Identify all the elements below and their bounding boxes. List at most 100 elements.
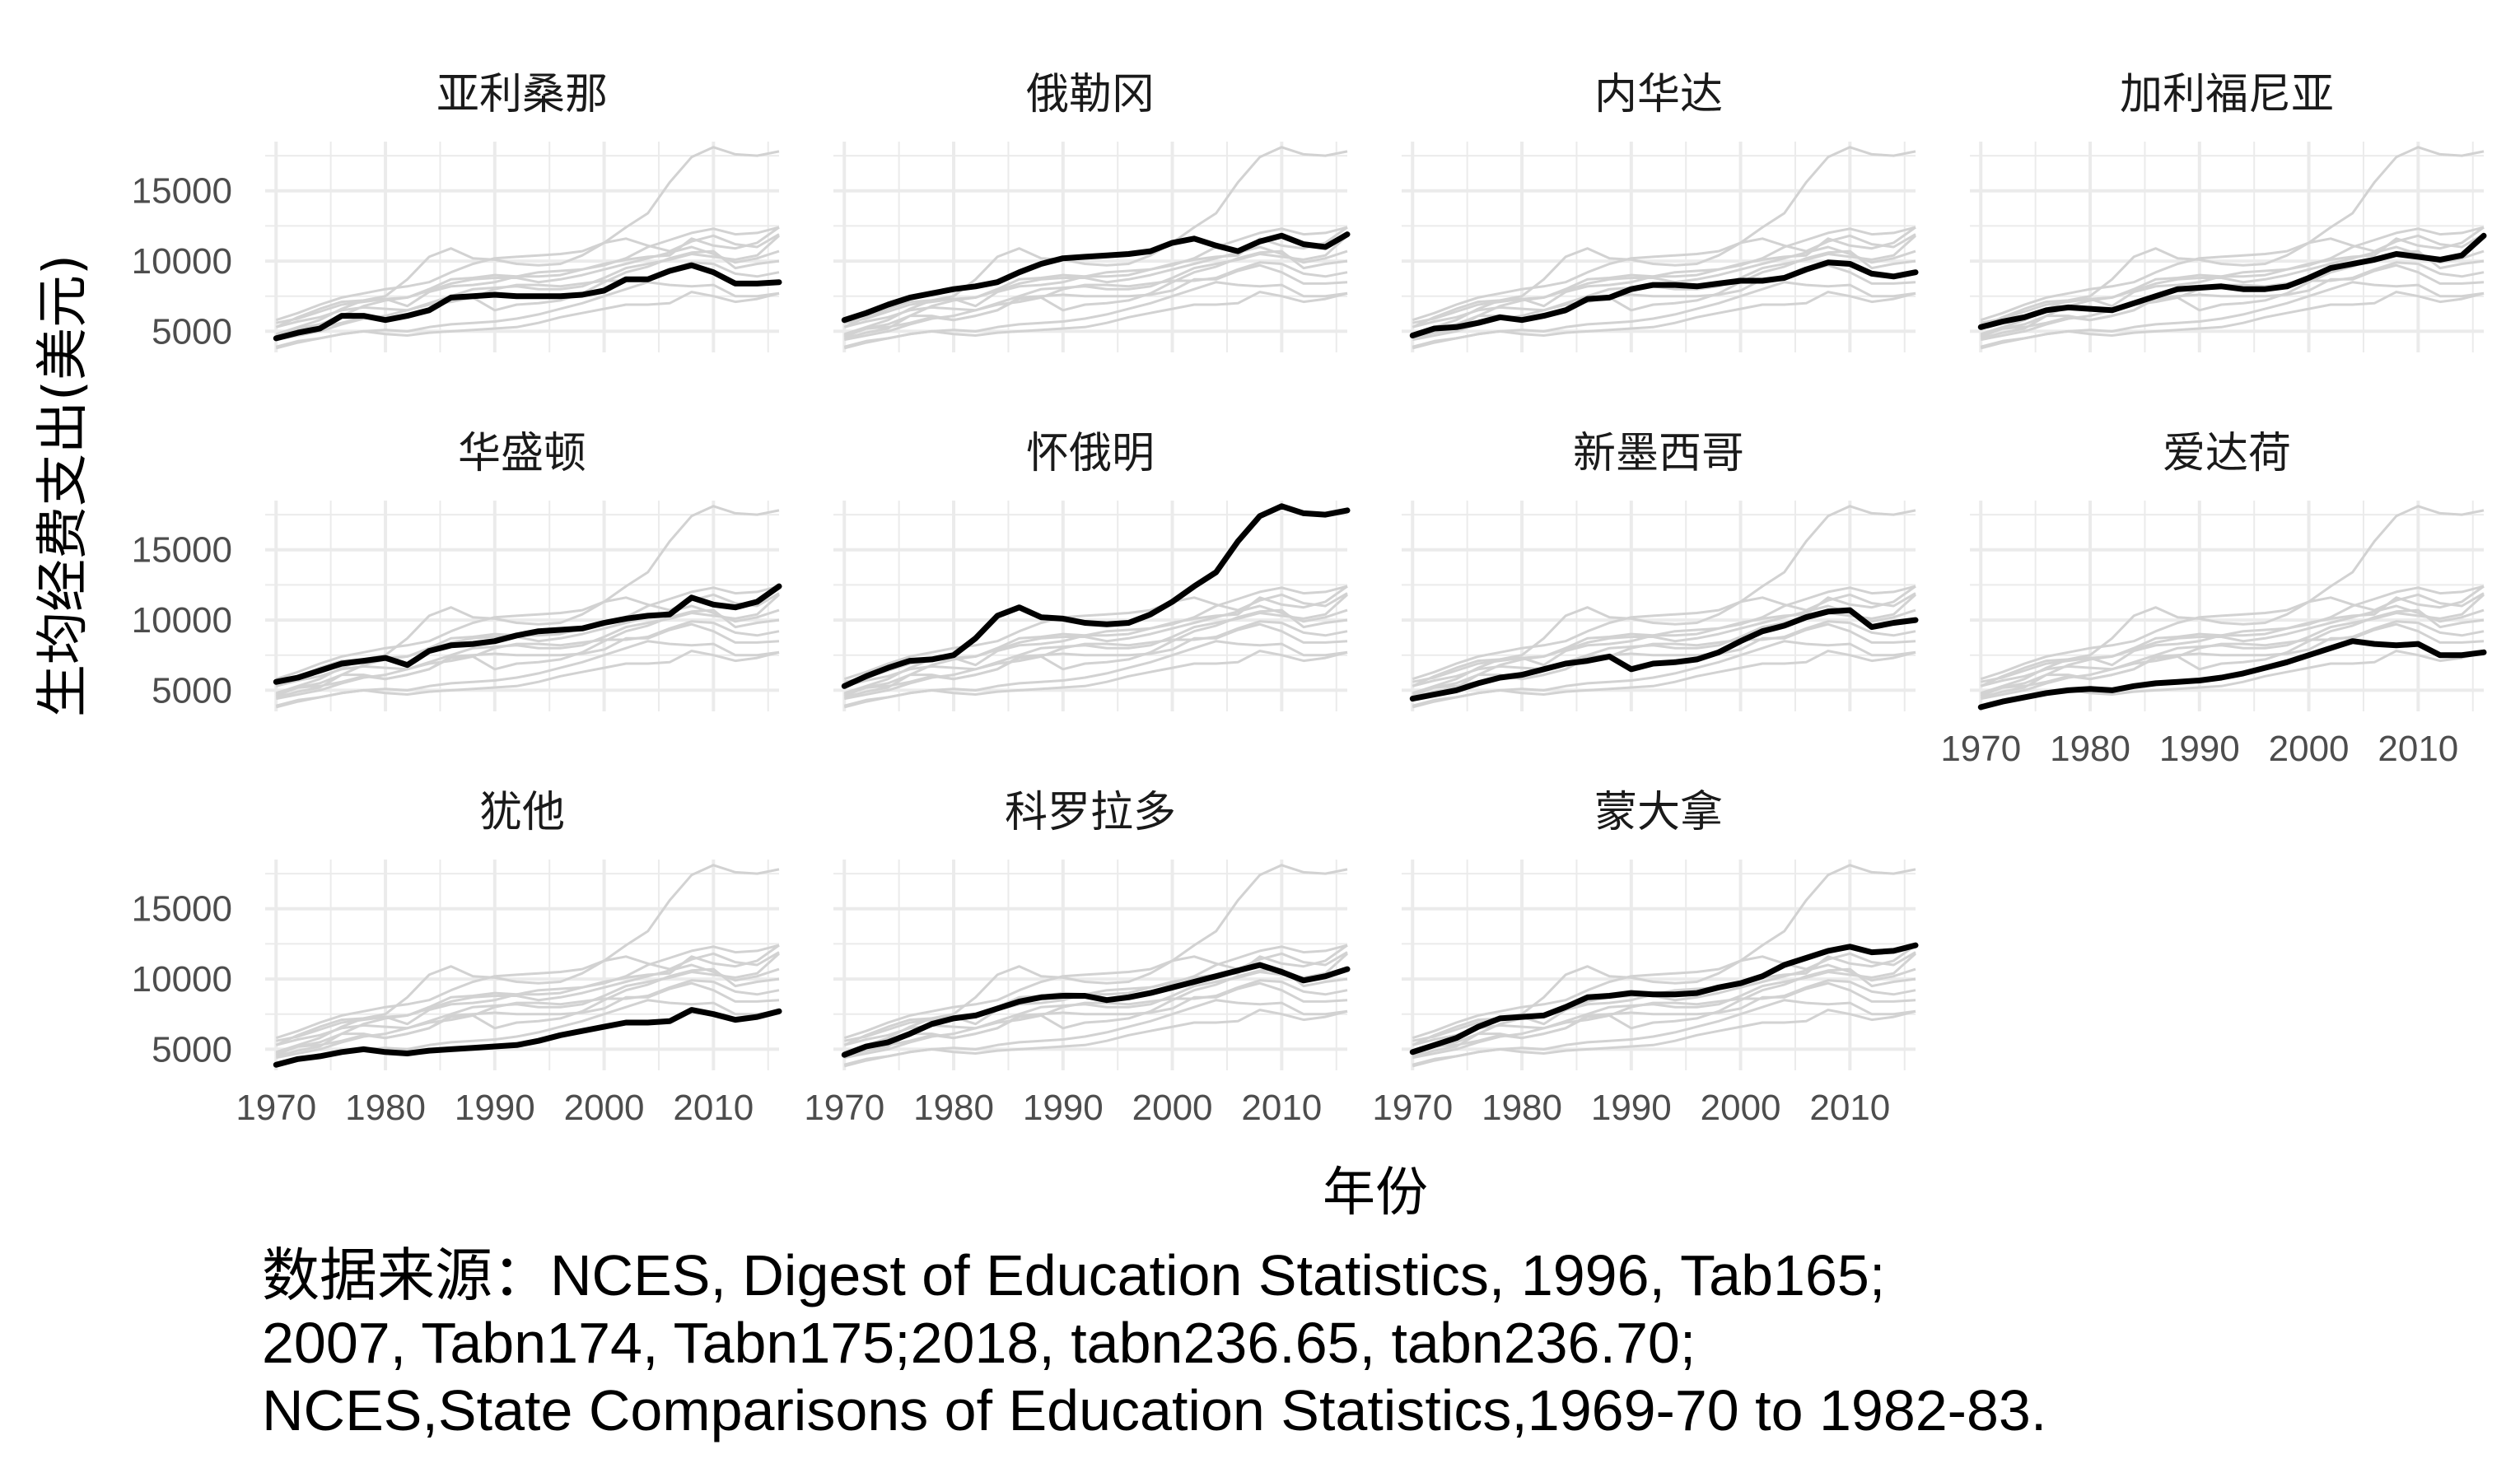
background-series-line xyxy=(843,620,1348,696)
caption-line-1: 数据来源：NCES, Digest of Education Statistic… xyxy=(262,1243,1886,1307)
background-series-line xyxy=(1980,263,2485,340)
background-series-line xyxy=(275,981,780,1058)
background-series-line xyxy=(1412,967,1916,1060)
panel-grid xyxy=(833,501,1347,711)
highlight-series-line xyxy=(841,231,1351,324)
y-tick-label: 15000 xyxy=(132,889,232,930)
background-series-line xyxy=(1980,622,2485,699)
background-series-line xyxy=(843,263,1348,340)
panel-grid xyxy=(1402,501,1916,711)
x-tick-label: 2000 xyxy=(1701,1088,1781,1128)
background-series-line xyxy=(844,608,1348,701)
background-series-line xyxy=(276,967,780,1060)
background-series-line xyxy=(1412,979,1916,1055)
x-tick-label: 1990 xyxy=(455,1088,535,1128)
panel-11: 蒙大拿 1970 1980 1990 2000 2010 xyxy=(1372,788,1919,1128)
panel-title: 新墨西哥 xyxy=(1573,429,1744,478)
background-series-line xyxy=(1980,226,2485,336)
panel-grid xyxy=(1402,860,1916,1070)
background-series-line xyxy=(1981,608,2485,701)
background-series-line xyxy=(275,650,780,707)
x-tick-label: 1990 xyxy=(1023,1088,1104,1128)
background-series-line xyxy=(843,291,1348,348)
background-series-line xyxy=(275,963,780,1056)
panel-3: 内华达 xyxy=(1402,70,1919,352)
background-series-line xyxy=(275,620,780,696)
background-series-line xyxy=(1412,604,1916,697)
panel-grid xyxy=(833,860,1347,1070)
panel-5: 华盛顿 5000 10000 15000 xyxy=(132,429,782,711)
background-series-line xyxy=(843,261,1348,337)
background-series-line xyxy=(843,981,1348,1058)
background-series-line xyxy=(276,608,780,701)
background-series-line xyxy=(1412,291,1916,348)
panel-title: 内华达 xyxy=(1594,70,1723,119)
background-series-line xyxy=(1412,235,1917,329)
x-tick-label: 2010 xyxy=(1809,1088,1890,1128)
panel-grid xyxy=(1970,501,2484,711)
background-series-line xyxy=(843,235,1349,329)
highlight-series-line xyxy=(1409,607,1919,702)
background-series-line xyxy=(275,226,780,336)
caption-line-3: NCES,State Comparisons of Education Stat… xyxy=(262,1378,2047,1442)
highlight-series-line xyxy=(841,503,1351,689)
background-series-line xyxy=(275,245,780,338)
background-series-line xyxy=(1412,226,1916,336)
panel-9: 犹他 5000 10000 15000 1970 1980 1990 2000 2010 xyxy=(132,788,782,1128)
panel-title: 蒙大拿 xyxy=(1594,788,1723,837)
y-tick-label: 5000 xyxy=(152,1029,232,1070)
panel-title: 爱达荷 xyxy=(2163,429,2291,478)
x-tick-label: 2000 xyxy=(2269,729,2350,769)
background-series-line xyxy=(1412,245,1916,338)
highlight-series-line xyxy=(273,262,782,342)
highlight-series-line xyxy=(841,962,1351,1058)
x-tick-label: 1990 xyxy=(2159,729,2240,769)
x-tick-label: 2010 xyxy=(2378,729,2458,769)
background-series-line xyxy=(275,953,781,1046)
background-series-line xyxy=(843,245,1348,338)
x-tick-label: 1970 xyxy=(804,1088,884,1128)
panel-1: 亚利桑那 5000 10000 15000 xyxy=(132,70,782,352)
background-series-line xyxy=(844,967,1348,1060)
background-series-line xyxy=(843,604,1348,697)
panel-4: 加利福尼亚 xyxy=(1970,70,2487,352)
panel-6: 怀俄明 xyxy=(833,429,1351,711)
background-series-line xyxy=(1412,585,1916,695)
panel-title: 加利福尼亚 xyxy=(2120,70,2334,119)
x-tick-label: 2000 xyxy=(1132,1088,1213,1128)
x-tick-label: 1970 xyxy=(236,1088,316,1128)
background-series-line xyxy=(1412,622,1916,699)
panel-title: 犹他 xyxy=(479,788,565,837)
background-series-line xyxy=(843,594,1349,687)
x-tick-label: 1970 xyxy=(1372,1088,1453,1128)
x-tick-label: 1990 xyxy=(1591,1088,1672,1128)
highlight-series-line xyxy=(273,1007,782,1068)
panel-grid xyxy=(265,142,779,352)
background-series-line xyxy=(1980,594,2485,687)
background-series-line xyxy=(1412,650,1916,707)
panel-title: 华盛顿 xyxy=(458,429,586,478)
y-tick-label: 15000 xyxy=(132,530,232,571)
x-tick-label: 1970 xyxy=(1940,729,2021,769)
y-tick-label: 5000 xyxy=(152,311,232,352)
panel-grid xyxy=(833,142,1347,352)
panel-grid xyxy=(265,501,779,711)
caption-line-2: 2007, Tabn174, Tabn175;2018, tabn236.65,… xyxy=(262,1311,1696,1375)
x-tick-label: 1980 xyxy=(913,1088,994,1128)
x-tick-label: 1980 xyxy=(2050,729,2130,769)
background-series-line xyxy=(1980,604,2485,697)
background-series-line xyxy=(843,622,1348,699)
panel-2: 俄勒冈 xyxy=(833,70,1351,352)
y-axis-label: 生均经费支出(美元) xyxy=(33,254,94,717)
panel-10: 科罗拉多 1970 1980 1990 2000 2010 xyxy=(804,788,1351,1128)
background-series-line xyxy=(275,604,780,697)
y-tick-label: 10000 xyxy=(132,241,232,282)
background-series-line xyxy=(276,249,780,342)
x-tick-label: 2010 xyxy=(1241,1088,1322,1128)
background-series-line xyxy=(844,249,1348,342)
x-axis-label: 年份 xyxy=(1323,1163,1428,1223)
x-tick-label: 2000 xyxy=(564,1088,645,1128)
background-series-line xyxy=(1980,620,2485,696)
background-series-line xyxy=(1412,953,1917,1046)
background-series-line xyxy=(275,594,781,687)
